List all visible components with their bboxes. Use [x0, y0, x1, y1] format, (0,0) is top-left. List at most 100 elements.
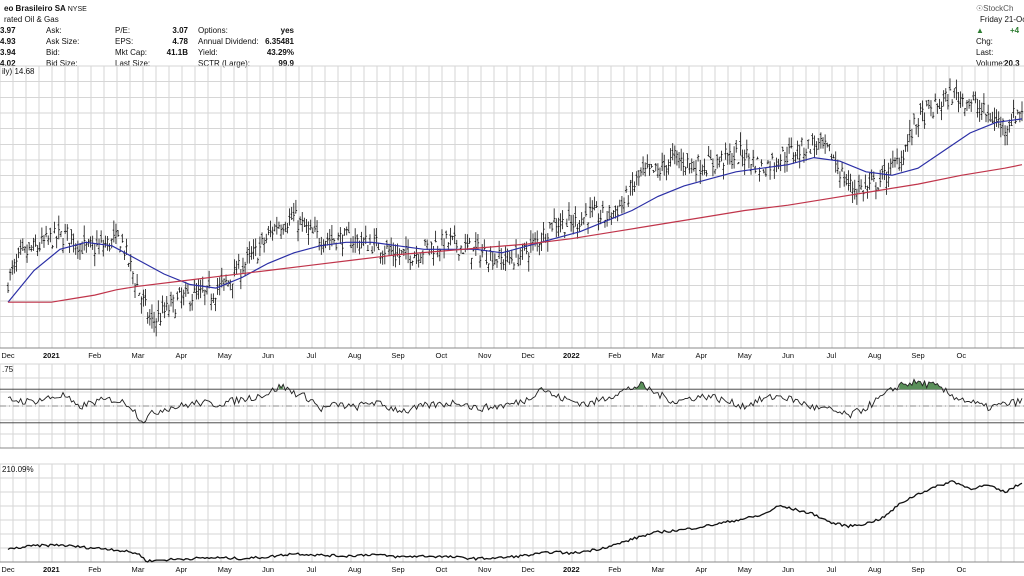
price-bar [832, 154, 835, 159]
price-bar [53, 221, 56, 234]
price-bar [963, 107, 967, 117]
price-bar [665, 165, 668, 181]
price-bar [413, 251, 416, 259]
x-tick-label: Nov [478, 565, 492, 574]
price-bar [489, 246, 492, 261]
price-bar [49, 227, 52, 243]
price-bar [730, 152, 734, 169]
price-bar [931, 111, 935, 119]
x-tick-label: Aug [868, 565, 881, 574]
price-bar [379, 252, 382, 264]
price-bar [703, 158, 706, 175]
price-bar [792, 152, 795, 164]
price-bar [118, 246, 122, 253]
x-tick-label: Oc [957, 565, 967, 574]
price-bar [559, 213, 562, 233]
price-bar [569, 215, 573, 232]
yield-value: 43.29% [266, 48, 294, 57]
date-label: Friday 21-Oc [980, 15, 1024, 24]
price-bar [425, 239, 429, 251]
price-bar [193, 279, 196, 293]
price-bar [521, 243, 524, 260]
price-bar [578, 219, 581, 232]
price-bar [453, 225, 456, 245]
last-size-label: Last Size: [115, 59, 151, 68]
x-tick-label: Feb [608, 351, 621, 360]
price-bar [110, 238, 113, 249]
options-label: Options: [198, 26, 228, 35]
price-bar [527, 252, 530, 272]
price-bar [830, 153, 833, 160]
price-bar [394, 244, 397, 268]
price-bar [800, 137, 804, 147]
price-bar [950, 99, 954, 105]
price-bar [711, 158, 715, 177]
x-tick-label: 2021 [43, 351, 60, 360]
price-bar [859, 179, 863, 190]
x-tick-label: Jul [307, 351, 317, 360]
x-tick-label: Dec [1, 351, 15, 360]
price-bar [296, 220, 300, 242]
price-bar [572, 214, 575, 235]
price-bar [984, 113, 988, 123]
price-bar [929, 100, 933, 117]
price-bar [629, 179, 632, 196]
price-bar [796, 140, 799, 160]
logo-icon: ☉ [976, 4, 984, 13]
price-bar [78, 243, 82, 260]
price-bar [993, 107, 996, 131]
price-bar [612, 210, 615, 218]
price-bar [135, 274, 139, 286]
price-bar [563, 232, 566, 239]
price-bar [370, 246, 374, 254]
price-bar [616, 205, 619, 222]
price-bar [582, 217, 585, 225]
price-bar [23, 246, 27, 253]
price-panel [6, 78, 1024, 337]
x-tick-label: Feb [88, 351, 101, 360]
price-bar [735, 140, 738, 153]
x-tick-label: Feb [88, 565, 101, 574]
price-bar [169, 291, 173, 307]
price-bar [756, 156, 759, 160]
exchange-label: NYSE [67, 6, 87, 13]
price-bar [461, 252, 465, 255]
price-bar [99, 230, 103, 243]
price-bar [292, 202, 295, 222]
price-bar [47, 235, 50, 245]
moving-average-ma-50 [7, 118, 1023, 303]
price-bar [214, 297, 217, 312]
volume-label: Volume: [976, 59, 1005, 68]
eps-label: EPS: [115, 37, 134, 46]
price-bar [339, 227, 342, 245]
price-bar [273, 223, 276, 232]
price-bar [241, 257, 245, 275]
price-bar [705, 170, 708, 177]
quote-header: eo Brasileiro SA NYSE rated Oil & Gas 3.… [0, 0, 1024, 68]
price-bar [519, 248, 522, 266]
price-bar [199, 279, 202, 299]
x-tick-label: May [738, 565, 752, 574]
price-bar [449, 227, 452, 246]
rsi-panel-label: .75 [2, 365, 14, 374]
price-bar [648, 163, 651, 176]
price-bar [265, 233, 268, 244]
price-bar [351, 236, 355, 253]
x-tick-label: Aug [868, 351, 881, 360]
price-bar [955, 79, 958, 101]
price-bar [290, 206, 293, 220]
price-bar [870, 169, 873, 181]
price-bar [239, 269, 243, 290]
price-bar [806, 139, 810, 149]
price-bar [345, 226, 348, 236]
price-bar [972, 91, 975, 101]
price-bar [550, 222, 554, 232]
price-bar [925, 100, 928, 107]
price-bar [474, 232, 478, 256]
price-bar [781, 146, 784, 152]
price-bar [838, 171, 842, 188]
price-bar [411, 260, 414, 266]
price-bar [389, 237, 393, 256]
price-bar [836, 159, 840, 175]
